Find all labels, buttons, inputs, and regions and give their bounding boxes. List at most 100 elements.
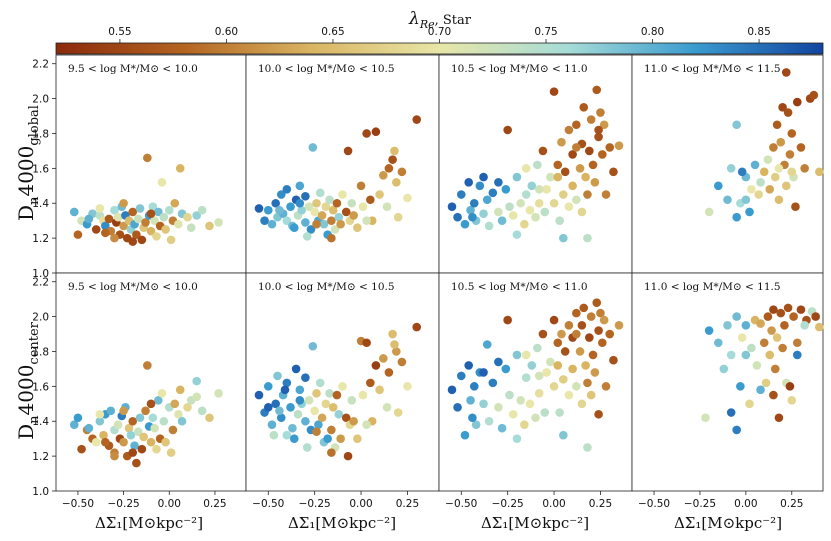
- scatter-point: [397, 357, 407, 367]
- scatter-point: [308, 341, 318, 351]
- scatter-point: [792, 350, 802, 360]
- scatter-point: [356, 181, 366, 191]
- scatter-point: [769, 143, 778, 152]
- scatter-point: [126, 430, 136, 440]
- scatter-point: [159, 212, 169, 222]
- scatter-point: [447, 385, 457, 395]
- scatter-point: [366, 378, 375, 388]
- scatter-point: [128, 416, 138, 426]
- scatter-point: [572, 120, 581, 130]
- scatter-point: [275, 406, 284, 416]
- scatter-point: [759, 338, 769, 348]
- panel-frame: [438, 272, 633, 492]
- colorbar-tick-label: 0.70: [428, 26, 451, 38]
- scatter-point: [512, 350, 522, 360]
- scatter-point: [282, 378, 292, 388]
- scatter-point: [379, 171, 388, 180]
- scatter-point: [260, 216, 269, 225]
- scatter-point: [321, 399, 331, 409]
- scatter-point: [525, 205, 535, 215]
- scatter-point: [137, 235, 147, 245]
- scatter-point: [271, 399, 280, 409]
- scatter-point: [338, 190, 347, 199]
- scatter-point: [150, 216, 159, 225]
- scatter-point: [332, 198, 342, 208]
- scatter-point: [780, 321, 789, 330]
- scatter-point: [164, 205, 174, 215]
- scatter-point: [568, 181, 577, 191]
- scatter-point: [276, 413, 286, 423]
- scatter-point: [101, 437, 110, 447]
- scatter-point: [796, 305, 806, 314]
- scatter-point: [588, 160, 598, 170]
- scatter-point: [464, 361, 473, 370]
- scatter-point: [397, 167, 407, 177]
- scatter-point: [343, 451, 353, 461]
- scatter-point: [308, 143, 318, 152]
- scatter-point: [295, 181, 305, 191]
- scatter-point: [338, 382, 347, 391]
- scatter-point: [774, 413, 784, 423]
- scatter-point: [750, 160, 760, 170]
- scatter-point: [157, 389, 167, 398]
- panel-1-2: 10.0 < log M*/M⊙ < 10.5: [245, 54, 440, 277]
- scatter-point: [756, 178, 765, 187]
- scatter-point: [456, 190, 466, 199]
- scatter-point: [479, 209, 488, 219]
- scatter-point: [384, 368, 394, 377]
- scatter-point: [119, 221, 128, 231]
- scatter-point: [586, 312, 596, 321]
- scatter-point: [590, 178, 600, 187]
- scatter-point: [572, 143, 581, 152]
- mass-bin-label: 10.5 < log M*/M⊙ < 11.0: [451, 63, 588, 75]
- scatter-point: [273, 371, 282, 381]
- scatter-point: [358, 390, 368, 400]
- scatter-point: [815, 322, 824, 332]
- scatter-point: [542, 368, 551, 377]
- scatter-point: [579, 103, 589, 112]
- x-tick-label: 0.25: [589, 498, 612, 510]
- scatter-point: [205, 413, 214, 423]
- scatter-point: [534, 184, 544, 194]
- scatter-point: [146, 226, 156, 236]
- scatter-point: [312, 219, 321, 229]
- scatter-point: [95, 204, 105, 213]
- scatter-point: [157, 178, 167, 187]
- scatter-point: [214, 389, 223, 398]
- panel-2-1: 9.5 < log M*/M⊙ < 10.0 −0.50 −0.25 0.00 0.25…: [32, 272, 247, 510]
- scatter-point: [701, 413, 710, 423]
- scatter-point: [291, 364, 301, 374]
- y-tick-label: 1.8: [32, 346, 49, 358]
- x-tick-label: −0.50: [62, 498, 94, 510]
- scatter-point: [534, 371, 544, 381]
- scatter-point: [327, 216, 336, 225]
- scatter-point: [781, 68, 791, 77]
- scatter-point: [148, 413, 158, 423]
- scatter-point: [577, 207, 587, 217]
- scatter-point: [267, 420, 277, 430]
- scatter-point: [327, 448, 336, 457]
- scatter-point: [508, 409, 518, 419]
- mass-bin-label: 9.5 < log M*/M⊙ < 10.0: [68, 281, 198, 293]
- scatter-point: [412, 115, 422, 124]
- scatter-point: [572, 382, 581, 391]
- scatter-point: [549, 315, 559, 325]
- scatter-point: [765, 184, 775, 194]
- scatter-point: [286, 202, 295, 212]
- scatter-point: [362, 129, 371, 138]
- scatter-point: [353, 223, 362, 232]
- colorbar-tick-label: 0.75: [534, 26, 557, 38]
- y-tick-label: 1.6: [32, 163, 49, 175]
- x-tick-label: 0.25: [203, 498, 226, 510]
- scatter-point: [366, 195, 375, 205]
- scatter-point: [371, 361, 381, 370]
- scatter-point: [769, 305, 778, 314]
- scatter-point: [312, 427, 321, 437]
- scatter-point: [572, 195, 581, 205]
- scatter-point: [141, 406, 150, 416]
- colorbar-title-tail: , Star: [435, 13, 472, 28]
- scatter-point: [594, 409, 603, 419]
- scatter-point: [791, 202, 800, 212]
- y-tick-label: 1.0: [32, 486, 49, 498]
- scatter-point: [714, 338, 723, 348]
